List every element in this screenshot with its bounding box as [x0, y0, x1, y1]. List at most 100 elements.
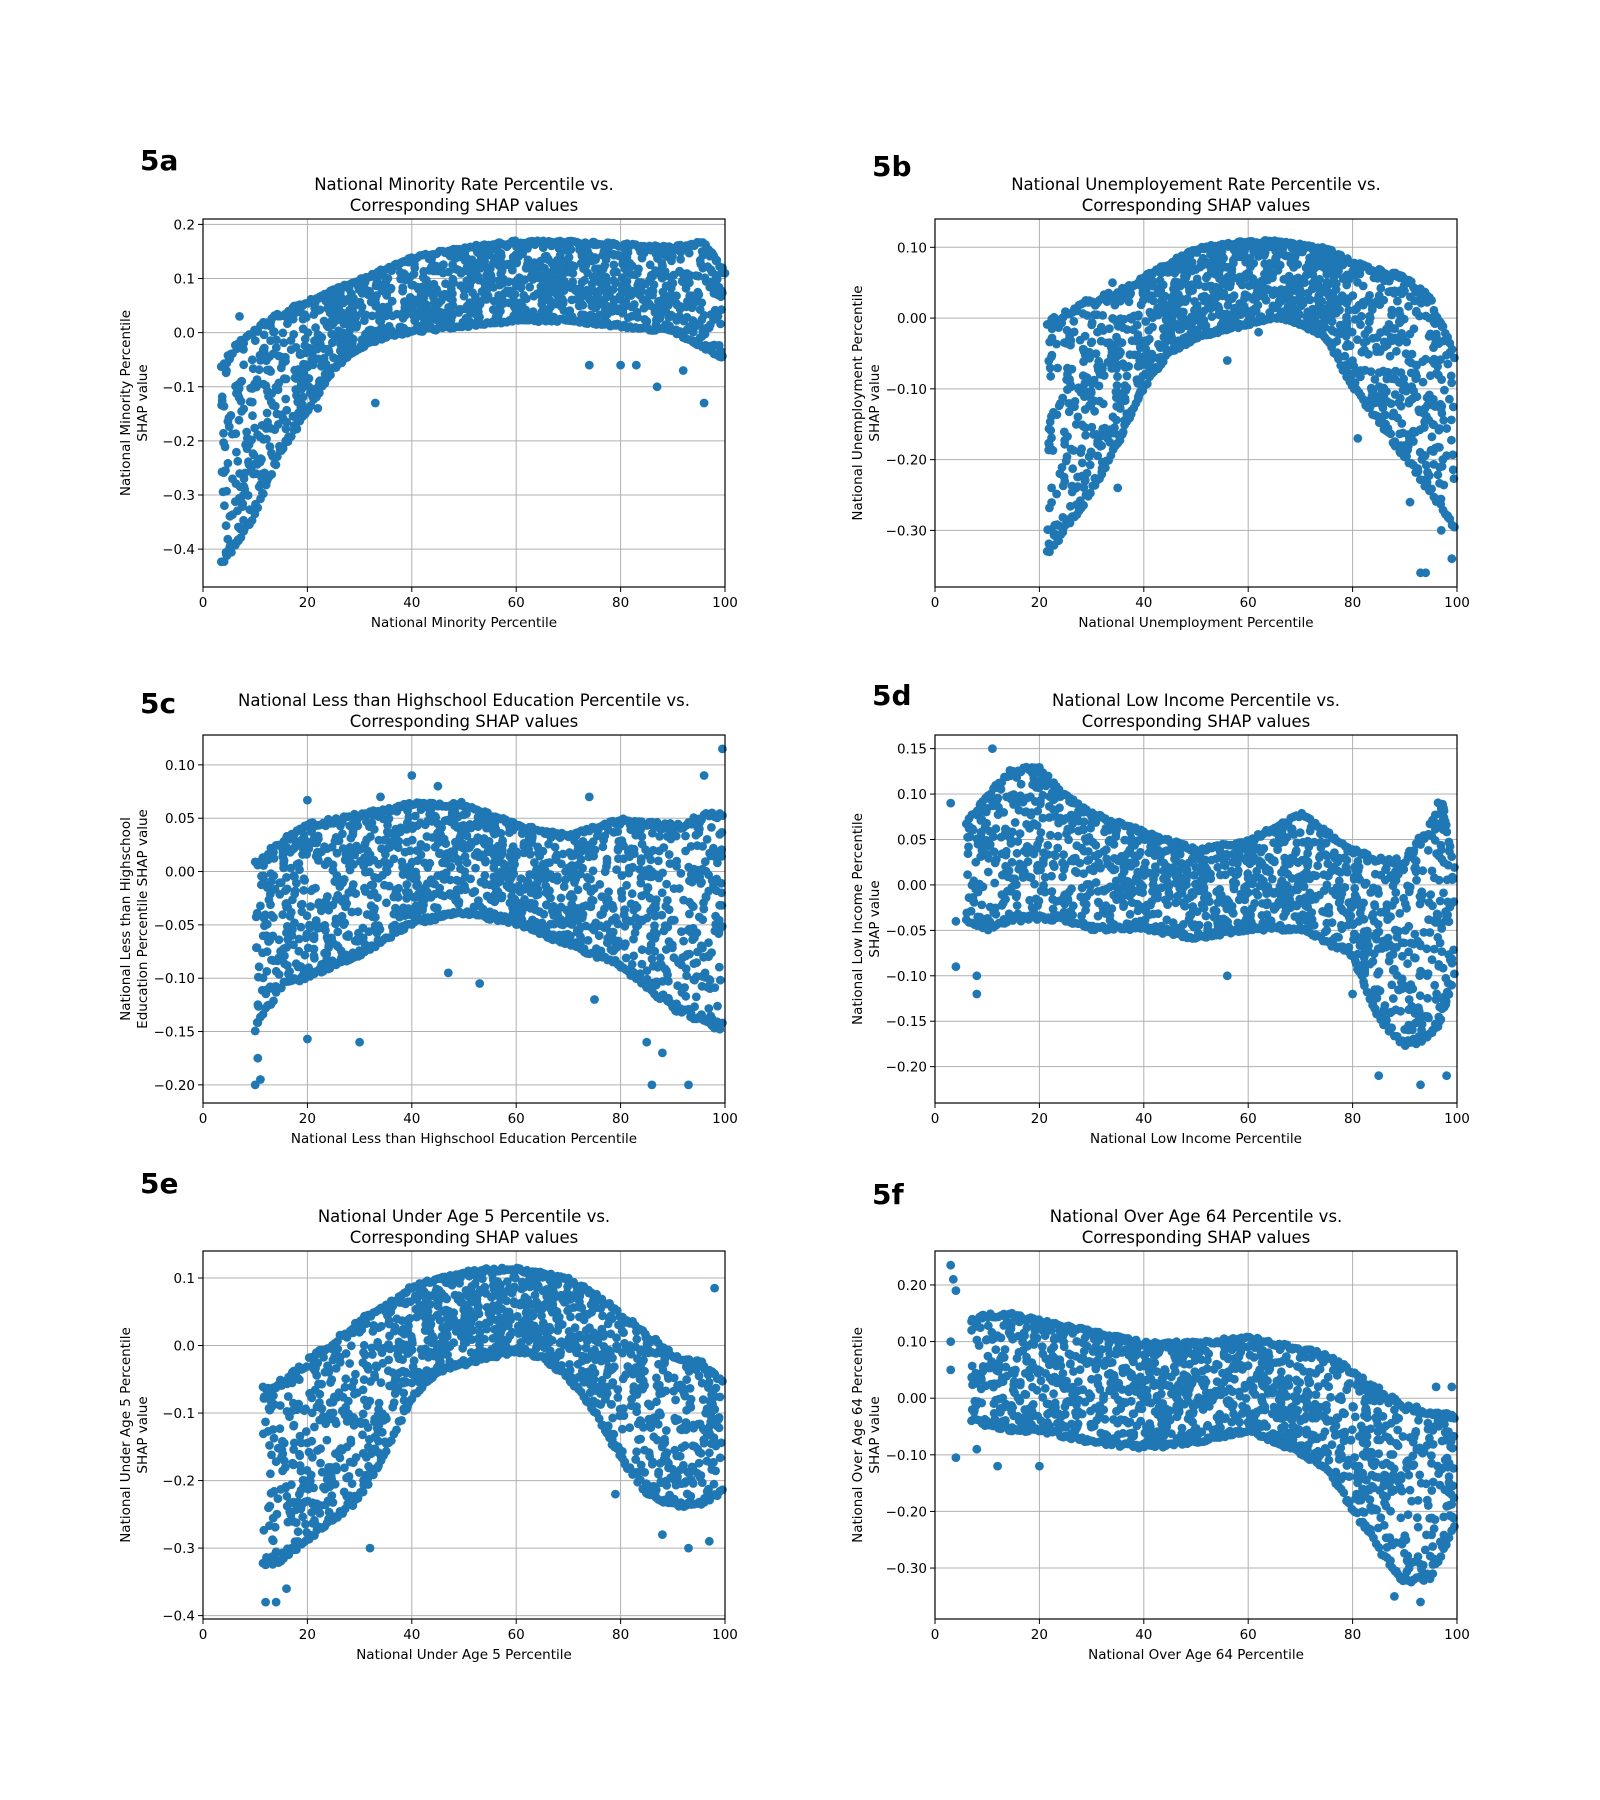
data-point: [402, 837, 412, 847]
data-point: [1376, 328, 1385, 337]
data-point: [410, 263, 420, 273]
data-point: [279, 338, 289, 348]
data-point: [433, 308, 442, 318]
data-point: [1063, 385, 1072, 394]
data-point: [573, 885, 583, 895]
data-point: [655, 313, 665, 323]
data-point: [290, 365, 300, 375]
data-point: [1203, 303, 1213, 313]
data-point: [413, 879, 422, 889]
data-point: [1157, 296, 1166, 306]
data-point: [706, 265, 716, 274]
data-point: [480, 879, 490, 889]
data-point: [333, 917, 343, 927]
data-point: [269, 327, 279, 337]
data-point: [296, 836, 306, 846]
data-point: [519, 838, 529, 848]
data-point: [295, 865, 304, 875]
data-point: [1079, 500, 1088, 510]
data-point: [704, 938, 713, 948]
data-point: [1045, 363, 1055, 373]
data-point: [279, 856, 289, 865]
data-point: [543, 889, 553, 899]
data-point: [1047, 445, 1057, 455]
data-point: [620, 905, 630, 914]
data-point: [1112, 402, 1122, 411]
chart-title-line-2: Corresponding SHAP values: [350, 196, 579, 215]
data-point: [248, 411, 257, 421]
data-point: [1154, 340, 1163, 349]
data-point: [614, 836, 624, 846]
outlier-point: [699, 398, 709, 408]
data-point: [486, 279, 496, 288]
data-point: [1073, 412, 1083, 422]
data-point: [564, 909, 574, 919]
data-point: [292, 424, 302, 434]
data-point: [1327, 317, 1337, 326]
data-point: [510, 859, 519, 869]
data-point: [681, 964, 691, 974]
data-point: [678, 277, 688, 287]
data-point: [1192, 274, 1202, 284]
data-point: [262, 408, 272, 418]
data-point: [1393, 413, 1402, 423]
data-point: [637, 839, 647, 849]
data-point: [430, 811, 440, 821]
data-point: [1391, 366, 1400, 376]
data-point: [1087, 320, 1097, 330]
chart-title-line-2: Corresponding SHAP values: [350, 712, 579, 731]
data-point: [408, 306, 418, 316]
data-point: [217, 396, 227, 406]
data-point: [1327, 325, 1336, 335]
data-point: [572, 927, 582, 937]
data-point: [407, 857, 417, 867]
data-point: [1172, 277, 1182, 287]
data-point: [389, 909, 399, 919]
data-point: [258, 345, 268, 355]
y-tick-label: −0.20: [886, 453, 927, 469]
data-point: [1097, 469, 1107, 479]
data-point: [288, 314, 298, 324]
x-tick-label: 40: [1135, 595, 1152, 611]
data-point: [351, 323, 361, 332]
data-point: [320, 842, 329, 852]
data-point: [1085, 353, 1094, 363]
data-point: [519, 291, 529, 300]
data-point: [622, 252, 632, 262]
data-point: [309, 944, 319, 954]
data-point: [1357, 311, 1366, 321]
data-point: [1415, 425, 1425, 435]
data-point: [309, 344, 319, 354]
data-point: [399, 269, 409, 279]
data-point: [1240, 293, 1249, 303]
data-point: [308, 360, 318, 370]
data-point: [540, 263, 549, 273]
data-point: [475, 902, 485, 911]
data-point: [1256, 280, 1265, 289]
data-point: [253, 503, 263, 513]
data-point: [650, 946, 660, 956]
data-point: [1415, 407, 1424, 417]
data-point: [417, 297, 427, 306]
data-point: [234, 415, 244, 425]
data-point: [271, 382, 281, 392]
data-point: [1096, 336, 1106, 346]
data-point: [369, 906, 379, 915]
data-point: [1375, 347, 1385, 356]
y-tick-label: 0.10: [897, 240, 927, 256]
data-point: [655, 250, 664, 260]
data-point: [223, 534, 233, 544]
data-point: [330, 836, 340, 846]
outlier-point: [313, 404, 323, 413]
data-point: [221, 466, 230, 475]
data-point: [369, 855, 379, 865]
outlier-point: [652, 382, 662, 392]
data-point: [1331, 285, 1341, 294]
data-point: [228, 349, 237, 358]
data-point: [296, 900, 306, 910]
data-point: [697, 877, 706, 887]
data-point: [323, 856, 333, 866]
data-point: [1078, 421, 1088, 431]
data-point: [310, 336, 319, 346]
data-point: [314, 306, 323, 315]
